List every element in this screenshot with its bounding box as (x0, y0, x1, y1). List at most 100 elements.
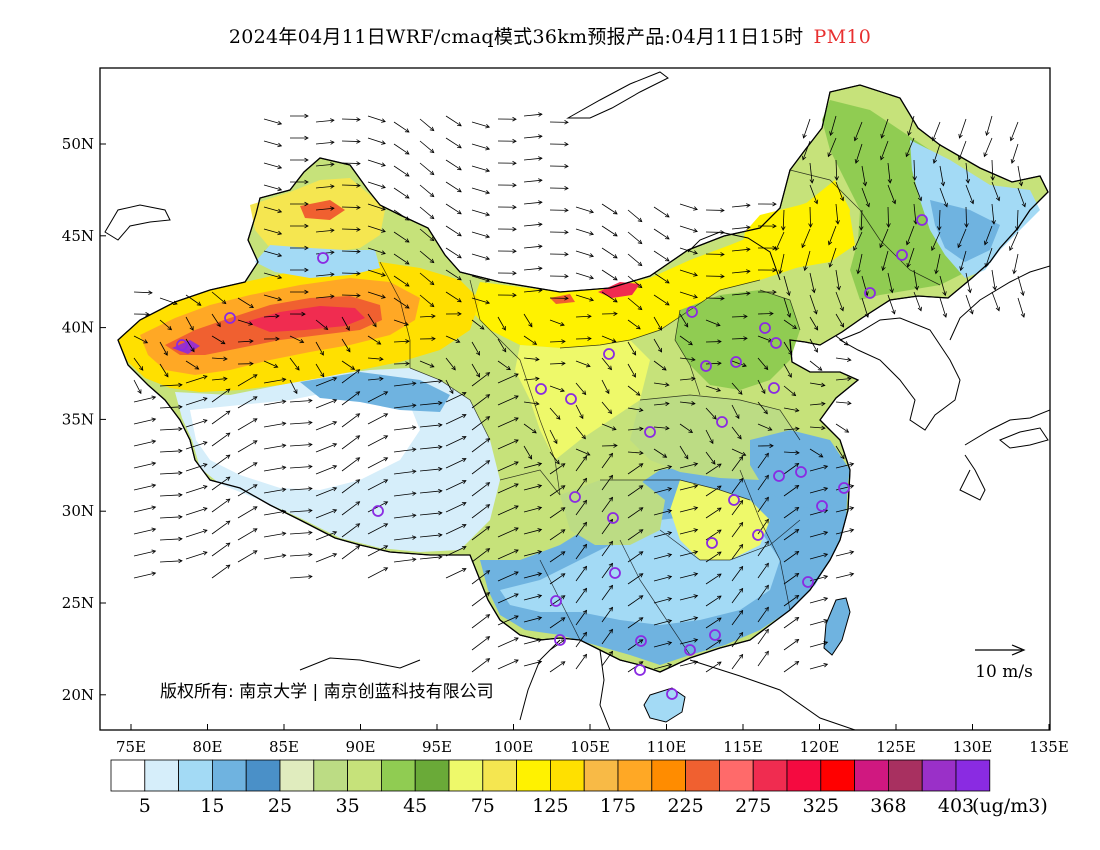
wind-arrow-head (802, 155, 807, 161)
wind-arrow (263, 466, 286, 472)
wind-arrow (653, 382, 669, 386)
wind-arrow (185, 551, 208, 560)
wind-arrow (783, 428, 799, 431)
wind-arrow-head (931, 246, 936, 252)
wind-arrow (757, 585, 769, 601)
wind-arrow (549, 661, 566, 673)
wind-arrow-head (281, 421, 287, 427)
longitude-axis: 75E 80E 85E 90E 95E 100E 105E 110E 115E 120E 125E 1… (116, 724, 1069, 756)
wind-arrow-head (684, 454, 689, 460)
wind-arrow (315, 363, 325, 378)
gansu-red-spot (598, 282, 640, 298)
wind-arrow-head (438, 554, 443, 560)
wind-arrow (367, 335, 381, 345)
wind-arrow-head (847, 400, 852, 406)
wind-arrow (809, 663, 828, 670)
wind-arrow (575, 294, 594, 301)
wind-arrow (679, 445, 689, 460)
wind-arrow (939, 297, 947, 318)
wind-arrow-head (847, 376, 852, 382)
wind-arrow-head (638, 507, 644, 512)
wind-arrow (601, 497, 613, 513)
wind-arrow (523, 135, 542, 139)
wind-arrow (984, 225, 993, 245)
wind-arrow (315, 319, 328, 330)
wind-arrow (653, 576, 672, 582)
wind-arrow-head (582, 587, 588, 593)
wind-arrow (497, 615, 519, 626)
wind-arrow-head (457, 276, 462, 281)
wind-arrow-head (485, 636, 491, 641)
wind-arrow (185, 375, 208, 384)
city-marker (372, 505, 384, 517)
wind-arrow (861, 275, 868, 296)
wind-arrow-head (1018, 181, 1024, 187)
wind-arrow-head (457, 232, 462, 237)
wind-arrow (601, 423, 617, 430)
wind-arrow (783, 297, 791, 318)
wind-arrow (185, 338, 195, 352)
wind-arrow (315, 531, 337, 541)
wind-arrow (1009, 231, 1019, 251)
wind-arrow-head (332, 487, 338, 492)
wind-arrow-head (881, 266, 886, 272)
wind-arrow-head (712, 415, 717, 420)
wind-arrow-head (383, 523, 389, 528)
wind-arrow-head (252, 396, 258, 401)
wind-arrow (263, 315, 279, 318)
wind-arrow (983, 137, 993, 157)
wind-arrow-head (693, 294, 698, 299)
wind-arrow-head (737, 434, 742, 440)
wind-arrow-head (667, 663, 673, 668)
wind-arrow-head (611, 426, 617, 431)
wind-arrow (601, 335, 617, 343)
wind-arrow-head (794, 529, 800, 534)
wind-arrow (757, 401, 768, 414)
wind-arrow (445, 458, 467, 469)
wind-arrow-head (356, 183, 361, 188)
wind-arrow (627, 275, 643, 288)
wind-arrow (289, 444, 312, 447)
legend-swatch (854, 759, 889, 792)
wind-arrow-head (581, 434, 586, 440)
wind-arrow-head (613, 443, 618, 448)
wind-arrow-head (613, 232, 618, 237)
wind-arrow (783, 551, 799, 563)
legend-swatch (583, 759, 619, 792)
wind-arrow-head (372, 322, 377, 328)
wind-arrow-head (801, 243, 806, 249)
wind-arrow-head (475, 350, 480, 356)
wind-arrow (419, 468, 442, 472)
wind-arrow (835, 335, 849, 346)
wind-arrow-head (332, 553, 338, 558)
wind-arrow (705, 407, 717, 420)
wind-arrow (783, 507, 799, 519)
wind-arrow (367, 501, 388, 513)
wind-arrow (731, 204, 750, 208)
wind-arrow-head (688, 340, 693, 346)
wind-arrow (809, 338, 818, 353)
wind-arrow-head (330, 294, 335, 299)
wind-arrow-head (613, 254, 618, 259)
wind-arrow-head (638, 639, 644, 644)
wind-arrow-head (538, 288, 543, 293)
wind-arrow (497, 417, 519, 428)
wind-arrow (757, 607, 769, 623)
wind-arrow-head (381, 250, 386, 255)
wind-arrow-head (438, 510, 443, 516)
wind-arrow-head (720, 274, 725, 279)
wind-arrow-head (865, 202, 870, 208)
wind-arrow-head (502, 347, 507, 353)
wind-arrow (341, 206, 361, 208)
wind-arrow-head (560, 595, 566, 600)
lon-label: 110E (647, 738, 687, 756)
wind-arrow-head (839, 306, 844, 312)
wind-arrow-head (512, 292, 517, 298)
wind-arrow (835, 203, 839, 224)
wind-arrow (523, 463, 542, 469)
wind-arrow (627, 297, 643, 310)
wind-arrow-head (864, 313, 870, 318)
wind-arrow (471, 121, 490, 128)
wind-arrow (133, 379, 142, 394)
wind-arrow-head (611, 338, 617, 343)
